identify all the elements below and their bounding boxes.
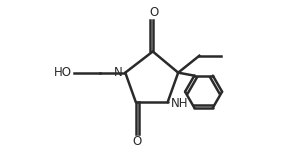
Text: N: N <box>114 66 123 79</box>
Text: O: O <box>132 135 142 148</box>
Text: NH: NH <box>171 97 188 110</box>
Text: O: O <box>150 6 159 19</box>
Text: HO: HO <box>54 66 72 79</box>
